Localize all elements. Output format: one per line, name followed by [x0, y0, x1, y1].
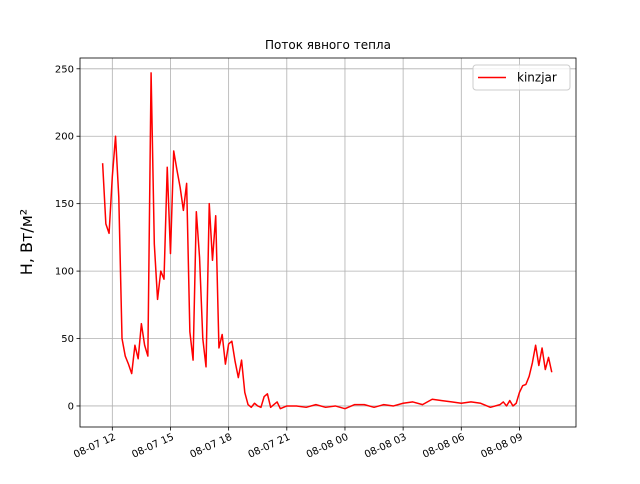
legend-label: kinzjar — [517, 71, 557, 85]
legend-box — [472, 64, 571, 91]
y-tick-label: 100 — [55, 267, 74, 278]
y-tick-label: 0 — [68, 401, 74, 412]
y-tick-label: 200 — [55, 132, 74, 143]
data-line — [101, 72, 553, 410]
plot-frame — [79, 57, 577, 428]
y-tick-label: 150 — [55, 199, 74, 210]
chart-title: Поток явного тепла — [265, 38, 391, 52]
y-axis-label: H, Вт/м² — [17, 209, 36, 275]
y-tick-label: 250 — [55, 64, 74, 75]
y-tick-label: 50 — [61, 334, 74, 345]
